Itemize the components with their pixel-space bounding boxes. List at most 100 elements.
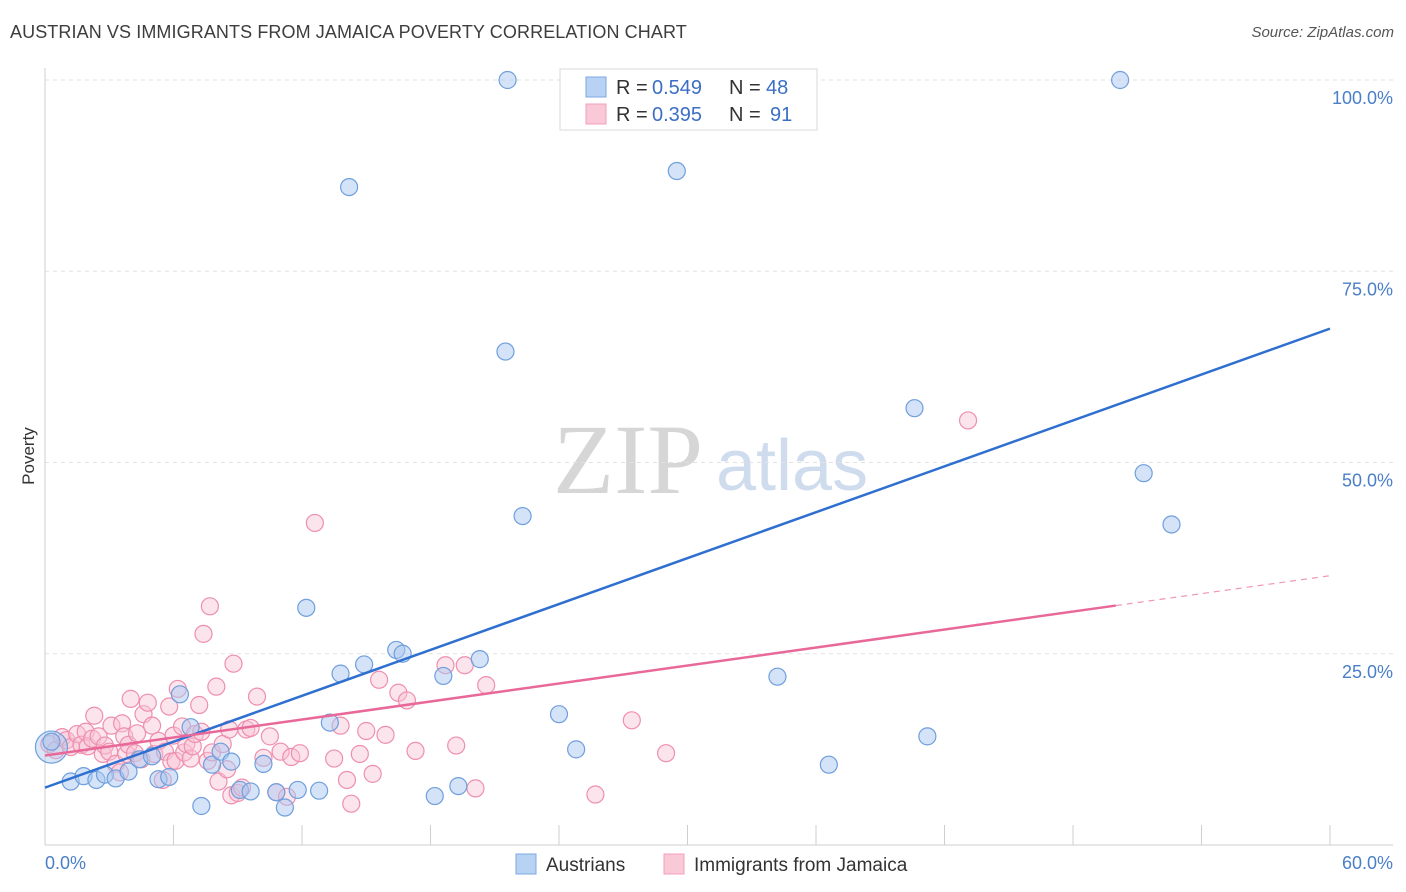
source-label: Source: ZipAtlas.com: [1251, 24, 1394, 41]
austrian-point: [905, 399, 924, 418]
austrian-point: [1162, 515, 1181, 534]
jamaica-point: [586, 785, 605, 804]
austrian-point: [434, 666, 453, 686]
austrian-point: [202, 755, 222, 774]
jamaica-point: [337, 770, 357, 790]
austrian-point: [320, 713, 339, 732]
austrian-point: [275, 798, 294, 817]
austrian-point: [819, 755, 838, 774]
x-tick-label-max: 60.0%: [1342, 853, 1393, 873]
legend-n-value-1: 48: [766, 77, 788, 99]
watermark-zip: ZIP: [553, 404, 703, 515]
jamaica-point: [357, 721, 376, 741]
jamaica-point: [260, 727, 279, 746]
austrian-point: [42, 732, 61, 751]
austrian-point: [496, 342, 515, 361]
austrian-point: [119, 762, 138, 781]
legend-n-label-1: N =: [729, 77, 761, 99]
austrian-point: [918, 727, 937, 746]
jamaica-point: [305, 513, 324, 533]
austrian-point: [1111, 70, 1130, 90]
austrian-point: [549, 705, 569, 724]
austrian-point: [425, 786, 444, 806]
austrian-point: [297, 598, 316, 617]
grid: [45, 79, 1393, 655]
jamaica-point: [200, 597, 220, 616]
jamaica-point: [138, 693, 157, 712]
austrian-point: [470, 650, 489, 669]
austrian-point: [567, 740, 586, 759]
jamaica-trend-line: [44, 604, 1117, 757]
austrian-point: [449, 776, 468, 796]
jamaica-point: [271, 742, 290, 761]
austrian-point: [254, 754, 273, 774]
austrian-point: [288, 780, 307, 800]
trend-lines: [44, 327, 1331, 789]
jamaica-point: [102, 716, 121, 735]
legend-r-label-1: R =: [616, 77, 648, 99]
austrian-point: [498, 70, 517, 90]
austrian-point: [241, 782, 260, 801]
y-tick-label: 100.0%: [1332, 88, 1393, 108]
watermark-atlas: atlas: [716, 426, 868, 506]
tick-labels: 100.0% 75.0% 50.0% 25.0% 0.0% 60.0%: [45, 88, 1393, 873]
chart-title: AUSTRIAN VS IMMIGRANTS FROM JAMAICA POVE…: [10, 22, 687, 42]
austrian-point: [160, 767, 179, 787]
jamaica-point: [190, 695, 209, 715]
legend-swatch-jamaica: [585, 103, 607, 125]
jamaica-point: [85, 706, 104, 725]
jamaica-point: [342, 794, 361, 813]
jamaica-point: [89, 727, 108, 746]
legend-n-label-2: N =: [729, 104, 761, 126]
y-tick-label: 25.0%: [1342, 662, 1393, 682]
jamaica-point: [247, 687, 267, 706]
jamaica-point: [207, 677, 226, 696]
legend-r-value-2: 0.395: [652, 104, 702, 126]
jamaica-point: [224, 654, 243, 673]
austrian-point: [310, 781, 329, 800]
austrian-point: [340, 178, 359, 197]
austrian-point: [222, 752, 241, 771]
jamaica-point: [466, 779, 485, 798]
austrian-point: [1134, 464, 1153, 483]
jamaica-point: [290, 744, 309, 763]
jamaica-point: [406, 741, 425, 761]
austrian-trend-line: [44, 327, 1331, 789]
jamaica-point: [142, 716, 162, 735]
jamaica-point: [622, 711, 641, 730]
austrian-point: [768, 667, 787, 686]
jamaica-point: [160, 697, 179, 716]
jamaica-point: [121, 689, 140, 708]
austrian-points: [34, 70, 1181, 817]
legend-r-label-2: R =: [616, 104, 648, 126]
y-tick-label: 75.0%: [1342, 279, 1393, 299]
legend-n-value-2: 91: [770, 104, 792, 126]
jamaica-trend-extension: [1115, 575, 1331, 607]
axes: [44, 68, 1393, 846]
y-tick-label: 50.0%: [1342, 471, 1393, 491]
jamaica-point: [363, 764, 382, 783]
jamaica-point: [194, 624, 213, 643]
legend-swatch-austrians: [585, 76, 607, 98]
austrian-point: [667, 161, 686, 181]
austrian-point: [513, 506, 532, 526]
jamaica-point: [447, 736, 466, 755]
bottom-legend-swatch-jamaica: [663, 853, 685, 875]
jamaica-point: [350, 744, 369, 764]
jamaica-point: [127, 724, 147, 743]
jamaica-point: [477, 676, 496, 695]
jamaica-point: [325, 749, 344, 768]
austrian-point: [192, 796, 211, 816]
bottom-legend-austrians: Austrians: [546, 855, 625, 876]
jamaica-point: [958, 411, 978, 430]
jamaica-point: [376, 725, 395, 744]
legend: R = 0.549 N = 48 R = 0.395 N = 91: [559, 68, 818, 131]
austrian-point: [170, 685, 190, 704]
x-tick-label-min: 0.0%: [45, 853, 86, 873]
jamaica-point: [282, 747, 301, 767]
bottom-legend-jamaica: Immigrants from Jamaica: [694, 855, 908, 876]
austrian-point: [267, 783, 286, 802]
jamaica-point: [370, 670, 389, 689]
y-axis-label: Poverty: [19, 427, 38, 485]
